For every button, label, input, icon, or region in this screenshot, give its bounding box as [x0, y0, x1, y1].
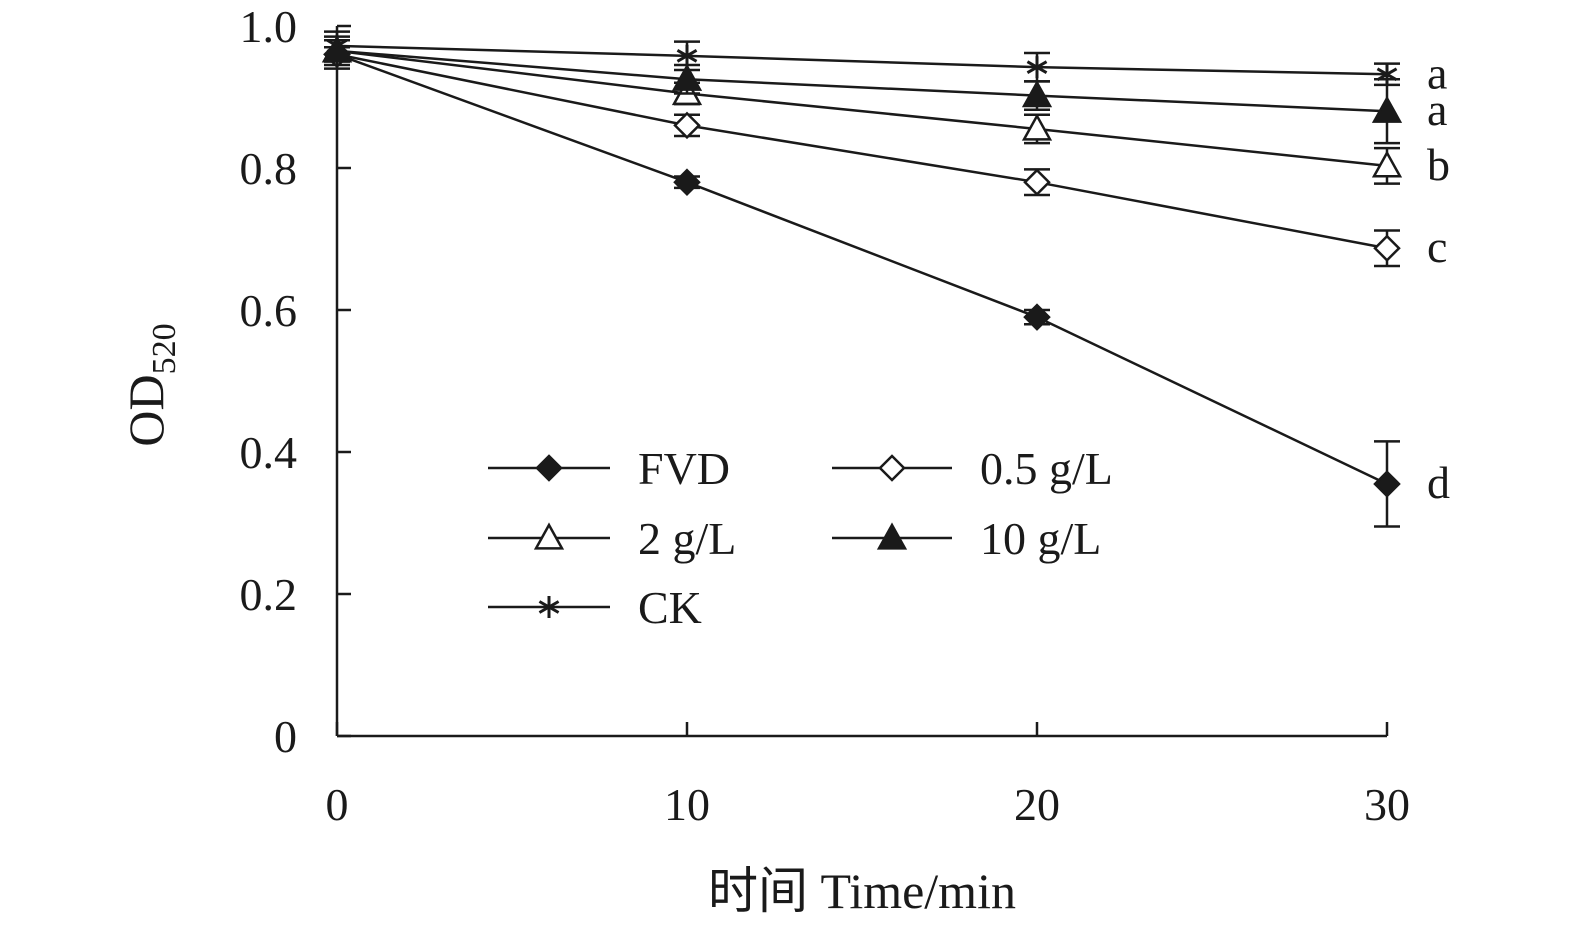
- x-axis-label: 时间 Time/min: [708, 863, 1016, 919]
- legend-label: 10 g/L: [980, 513, 1101, 564]
- data-point: [1023, 303, 1051, 331]
- y-tick-label: 1.0: [240, 1, 298, 52]
- legend-label: 0.5 g/L: [980, 443, 1113, 494]
- x-tick-label: 0: [326, 779, 349, 830]
- significance-label: a: [1427, 84, 1447, 135]
- legend-item: 10 g/L: [832, 513, 1101, 564]
- data-point: [676, 44, 698, 67]
- series-ck: a: [324, 30, 1447, 98]
- legend-label: CK: [638, 582, 702, 633]
- legend-item: FVD: [488, 443, 730, 494]
- legend-label: FVD: [638, 443, 730, 494]
- series-line: [336, 49, 1388, 113]
- y-tick-label: 0.2: [240, 569, 298, 620]
- data-point: [1026, 56, 1048, 79]
- legend: FVD 0.5 g/L 2 g/L 10 g/L CK: [488, 443, 1113, 633]
- series-line: [336, 44, 1388, 76]
- data-point: [673, 111, 701, 140]
- x-tick-label: 30: [1364, 779, 1410, 830]
- y-tick-label: 0.8: [240, 143, 298, 194]
- series-line: [336, 53, 1388, 250]
- data-point: [1023, 168, 1051, 196]
- legend-item: CK: [488, 582, 702, 633]
- series-2-g-l: b: [321, 35, 1450, 190]
- marker-stroke: [676, 49, 698, 63]
- marker-stroke: [538, 600, 560, 614]
- legend-marker: [876, 522, 908, 550]
- series-10-g-l: a: [321, 35, 1447, 145]
- legend-marker: [878, 454, 906, 482]
- data-point: [673, 168, 701, 196]
- x-tick-label: 20: [1014, 779, 1060, 830]
- legend-item: 2 g/L: [488, 513, 736, 564]
- series-0-5-g-l: c: [323, 38, 1447, 272]
- y-axis-label-main: OD: [118, 374, 174, 446]
- data-point: [671, 63, 703, 91]
- data-point: [326, 34, 348, 57]
- significance-label: b: [1427, 139, 1450, 190]
- axes: 0 0.2 0.4 0.6 0.8 1.0 0 10 20 30: [240, 1, 1411, 830]
- significance-label: d: [1427, 457, 1450, 508]
- y-axis-label: OD520: [118, 323, 183, 446]
- data-point: [1371, 150, 1403, 178]
- x-tick-label: 10: [664, 779, 710, 830]
- data-point: [1021, 113, 1053, 141]
- legend-label: 2 g/L: [638, 513, 736, 564]
- marker-stroke: [1376, 67, 1398, 82]
- y-tick-label: 0.4: [240, 427, 298, 478]
- data-point: [1021, 80, 1053, 108]
- data-point: [1373, 234, 1401, 262]
- legend-marker: [538, 596, 560, 618]
- data-point: [1373, 470, 1401, 498]
- marker-stroke: [326, 39, 348, 53]
- y-tick-label: 0.6: [240, 285, 298, 336]
- marker-stroke: [1026, 60, 1048, 74]
- series-line: [336, 49, 1388, 168]
- series-line: [336, 53, 1388, 486]
- y-axis-label-subscript: 520: [146, 323, 183, 374]
- legend-item: 0.5 g/L: [832, 443, 1113, 494]
- significance-label: c: [1427, 221, 1447, 272]
- legend-marker: [535, 454, 563, 482]
- data-point: [1376, 63, 1398, 86]
- series-fvd: d: [323, 40, 1450, 528]
- legend-marker: [533, 522, 565, 550]
- y-tick-label: 0: [274, 711, 297, 762]
- data-point: [1371, 95, 1403, 123]
- significance-label: a: [1427, 47, 1447, 98]
